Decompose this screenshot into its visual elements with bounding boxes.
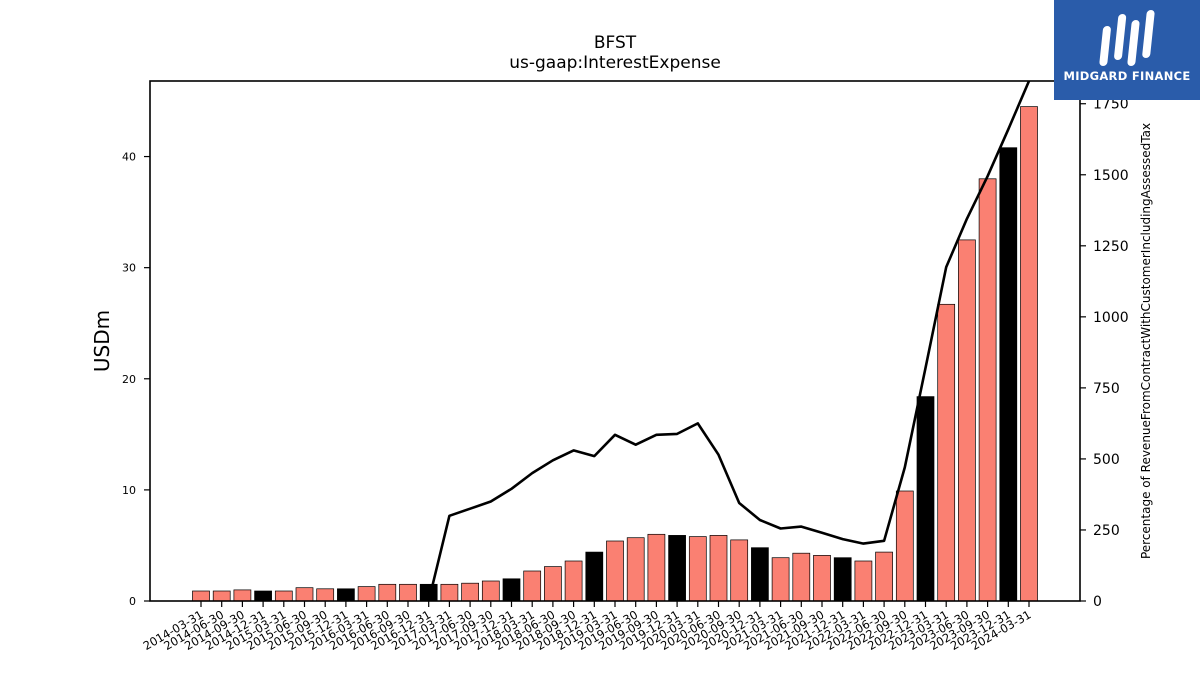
series-line <box>427 80 1031 602</box>
bar <box>854 560 873 602</box>
bar <box>813 555 831 602</box>
y2-tick-label: 1000 <box>1093 310 1129 326</box>
bar <box>481 580 500 602</box>
chart-title: BFST <box>594 33 637 53</box>
bar <box>647 533 666 602</box>
bar <box>958 239 976 602</box>
bar <box>792 552 811 602</box>
bar <box>916 396 935 602</box>
bar <box>1020 106 1038 602</box>
y2-axis-label: Percentage of RevenueFromContractWithCus… <box>1139 123 1153 559</box>
bar <box>295 587 314 602</box>
chart-subtitle: us-gaap:InterestExpense <box>509 53 721 73</box>
y2-tick-label: 750 <box>1093 381 1120 397</box>
bar <box>192 590 210 602</box>
line-series <box>427 80 1031 602</box>
brand-logo: MIDGARD FINANCE <box>1054 0 1200 100</box>
bar <box>606 540 624 602</box>
bar <box>233 589 252 602</box>
bar <box>688 536 707 602</box>
midgard-logo-icon <box>1099 10 1155 66</box>
y-axis-right: 0 250 500 750 1000 1250 1500 1750 <box>1080 97 1129 610</box>
bar <box>316 588 335 602</box>
bar <box>461 582 479 602</box>
bar <box>751 547 769 602</box>
x-axis: 2014-03-312014-06-302014-09-302014-12-31… <box>141 601 1034 653</box>
bar-series <box>192 106 1038 602</box>
bar <box>212 590 231 602</box>
bar <box>254 590 272 602</box>
y-tick-label: 40 <box>122 151 136 164</box>
bar <box>585 551 604 602</box>
bar <box>378 583 397 602</box>
bar <box>274 590 293 602</box>
bar <box>999 147 1018 602</box>
bar <box>895 490 914 602</box>
y-tick-label: 10 <box>122 484 136 497</box>
bar <box>668 535 686 602</box>
bar <box>833 557 852 602</box>
y-axis-left: 0 10 20 30 40 <box>122 151 150 608</box>
bar <box>730 539 749 602</box>
bar <box>978 178 997 602</box>
bar <box>337 588 355 602</box>
y-axis-label: USDm <box>90 310 114 372</box>
bar <box>937 303 956 602</box>
bar <box>502 578 521 602</box>
y-tick-label: 30 <box>122 262 136 275</box>
bar <box>440 583 459 602</box>
bar <box>357 586 376 602</box>
bar <box>523 570 542 602</box>
y2-tick-label: 1500 <box>1093 168 1129 184</box>
bar <box>399 583 417 602</box>
y2-tick-label: 250 <box>1093 523 1120 539</box>
y2-tick-label: 500 <box>1093 452 1120 468</box>
brand-name: MIDGARD FINANCE <box>1063 69 1191 83</box>
bar <box>564 560 583 602</box>
bar <box>875 551 893 602</box>
y-tick-label: 20 <box>122 373 136 386</box>
y-tick-label: 0 <box>129 595 136 608</box>
y2-tick-label: 0 <box>1093 594 1102 610</box>
bar <box>544 566 562 602</box>
y2-tick-label: 1750 <box>1093 97 1129 113</box>
bar <box>771 557 790 602</box>
y2-tick-label: 1250 <box>1093 239 1129 255</box>
bar <box>709 535 728 602</box>
bar <box>626 537 645 602</box>
